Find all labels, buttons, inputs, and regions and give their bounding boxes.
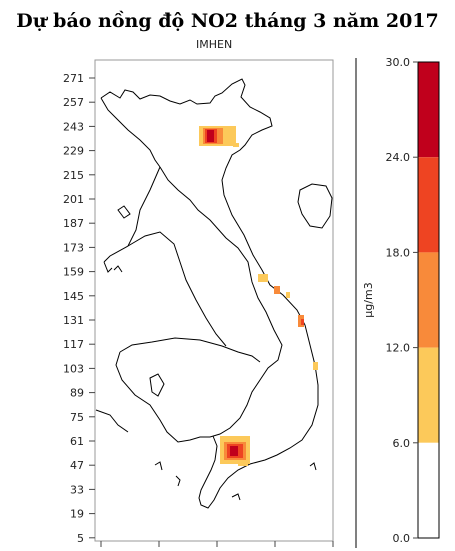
hotspot-north-yellow-2	[233, 143, 239, 147]
legend-label: 12.0	[386, 342, 411, 355]
island-small-7	[154, 461, 163, 471]
hotspot-central-5	[301, 319, 304, 325]
y-tick-label: 271	[63, 72, 84, 85]
legend-bin	[418, 62, 439, 158]
island-small-6	[113, 265, 123, 273]
hotspot-central-3	[286, 292, 290, 298]
legend-label: 18.0	[386, 246, 411, 259]
hotspot-south-yellow-2	[238, 460, 248, 466]
laos-west-border	[103, 166, 161, 273]
y-tick-label: 243	[63, 120, 84, 133]
legend-colorbar	[417, 61, 440, 539]
hotspot-central-1	[258, 274, 268, 282]
island-small-4	[231, 493, 241, 501]
y-tick-label: 187	[63, 217, 84, 230]
legend-bin	[418, 347, 439, 443]
vietnam-coastline	[100, 78, 319, 509]
legend-bin	[418, 252, 439, 348]
legend-label: 0.0	[393, 532, 411, 545]
y-tick-label: 173	[63, 241, 84, 254]
hotspot-north-red	[207, 130, 214, 142]
y-tick-label: 117	[63, 338, 84, 351]
hainan-island	[297, 183, 333, 229]
y-tick-label: 201	[63, 193, 84, 206]
legend-label: 24.0	[386, 151, 411, 164]
island-small-3	[175, 475, 181, 487]
inner-border	[159, 166, 283, 438]
legend-unit: μg/m3	[362, 282, 375, 317]
y-tick-label: 33	[70, 483, 84, 496]
y-tick-label: 75	[70, 411, 84, 424]
y-tick-label: 103	[63, 362, 84, 375]
country-boundaries	[95, 78, 333, 509]
y-tick-label: 131	[63, 314, 84, 327]
legend-frame	[417, 61, 440, 539]
cambodia-north-border	[119, 337, 261, 363]
legend-label: 6.0	[393, 437, 411, 450]
island-small-1	[117, 205, 131, 219]
legend-bin	[418, 442, 439, 538]
legend-bin	[418, 157, 439, 253]
legend-label: 30.0	[386, 56, 411, 69]
y-tick-label: 19	[70, 508, 84, 521]
y-tick-label: 159	[63, 266, 84, 279]
no2-pixels	[199, 126, 318, 466]
thailand-border	[127, 231, 227, 347]
y-tick-label: 229	[63, 145, 84, 158]
y-tick-label: 145	[63, 290, 84, 303]
map-title: Dự báo nồng độ NO2 tháng 3 năm 2017	[16, 10, 439, 32]
y-tick-label: 5	[77, 532, 84, 545]
y-tick-label: 257	[63, 96, 84, 109]
legend-labels: 30.0 24.0 18.0 12.0 6.0 0.0	[386, 56, 418, 545]
island-small-5	[309, 462, 317, 471]
y-tick-label: 89	[70, 387, 84, 400]
hotspot-central-2	[274, 286, 280, 294]
island-small-2	[149, 373, 165, 397]
y-tick-label: 47	[70, 459, 84, 472]
y-axis: 271 257 243 229 215 201 187 173 159 145 131 117 103 8…	[63, 72, 95, 545]
x-axis	[100, 541, 334, 547]
cambodia-west-border	[115, 351, 210, 443]
gulf-coast	[95, 409, 129, 433]
map-subtitle: IMHEN	[196, 38, 233, 51]
hotspot-central-6	[313, 362, 318, 370]
y-tick-label: 61	[70, 435, 84, 448]
china-border	[100, 97, 161, 168]
y-tick-label: 215	[63, 169, 84, 182]
hotspot-south-red	[230, 446, 238, 456]
